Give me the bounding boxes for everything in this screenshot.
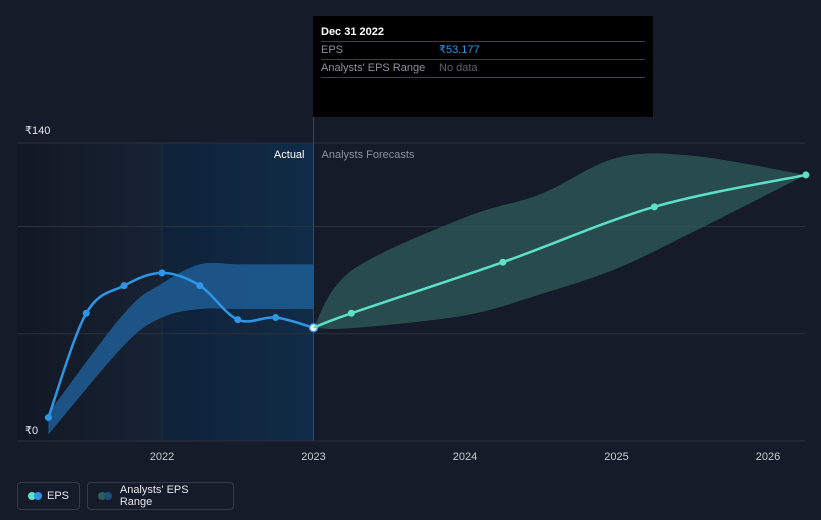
tooltip-row-eps: EPS ₹53.177 bbox=[321, 41, 645, 59]
tooltip-eps-value: ₹53.177 bbox=[439, 44, 480, 56]
x-tick-label: 2024 bbox=[453, 451, 477, 463]
y-tick-label-max: ₹140 bbox=[25, 125, 50, 137]
legend-eps-toggle[interactable]: EPS bbox=[17, 482, 80, 510]
x-tick-label: 2022 bbox=[150, 451, 174, 463]
eps-forecast-point bbox=[802, 171, 810, 179]
legend-range-toggle[interactable]: Analysts' EPS Range bbox=[87, 482, 234, 510]
y-tick-label-min: ₹0 bbox=[25, 425, 38, 437]
tooltip-row-range: Analysts' EPS Range No data bbox=[321, 59, 645, 78]
legend-eps-label: EPS bbox=[46, 490, 69, 502]
tooltip-range-label: Analysts' EPS Range bbox=[321, 62, 426, 74]
past-period-shade bbox=[17, 143, 162, 441]
tooltip-date: Dec 31 2022 bbox=[321, 26, 384, 38]
x-tick-label: 2026 bbox=[756, 451, 780, 463]
legend-range-label: Analysts' EPS Range bbox=[119, 484, 189, 508]
plot-area: ₹140 ₹0 2022 2023 2024 2025 2026 Actual Analysts… bbox=[17, 117, 810, 463]
hover-tooltip: Dec 31 2022 EPS ₹53.177 Analysts' EPS Ra… bbox=[313, 16, 653, 117]
x-tick-label: 2025 bbox=[604, 451, 628, 463]
tooltip-range-value: No data bbox=[439, 62, 478, 74]
eps-actual-point bbox=[234, 316, 242, 324]
actual-label: Actual bbox=[274, 149, 305, 161]
eps-actual-point bbox=[196, 282, 204, 290]
eps-forecast-point bbox=[499, 258, 507, 266]
eps-actual-point bbox=[82, 309, 90, 317]
actual-range-band bbox=[48, 262, 314, 435]
eps-actual-point bbox=[120, 282, 128, 290]
forecast-label: Analysts Forecasts bbox=[322, 149, 415, 161]
eps-actual-point bbox=[272, 314, 280, 322]
tooltip-eps-label: EPS bbox=[321, 44, 344, 56]
x-tick-label: 2023 bbox=[301, 451, 325, 463]
eps-forecast-point bbox=[347, 309, 355, 317]
eps-legend-icon bbox=[28, 492, 42, 500]
range-legend-icon bbox=[98, 492, 112, 500]
eps-actual-point bbox=[44, 414, 52, 422]
eps-forecast-point bbox=[650, 203, 658, 211]
eps-actual-point bbox=[158, 269, 166, 277]
